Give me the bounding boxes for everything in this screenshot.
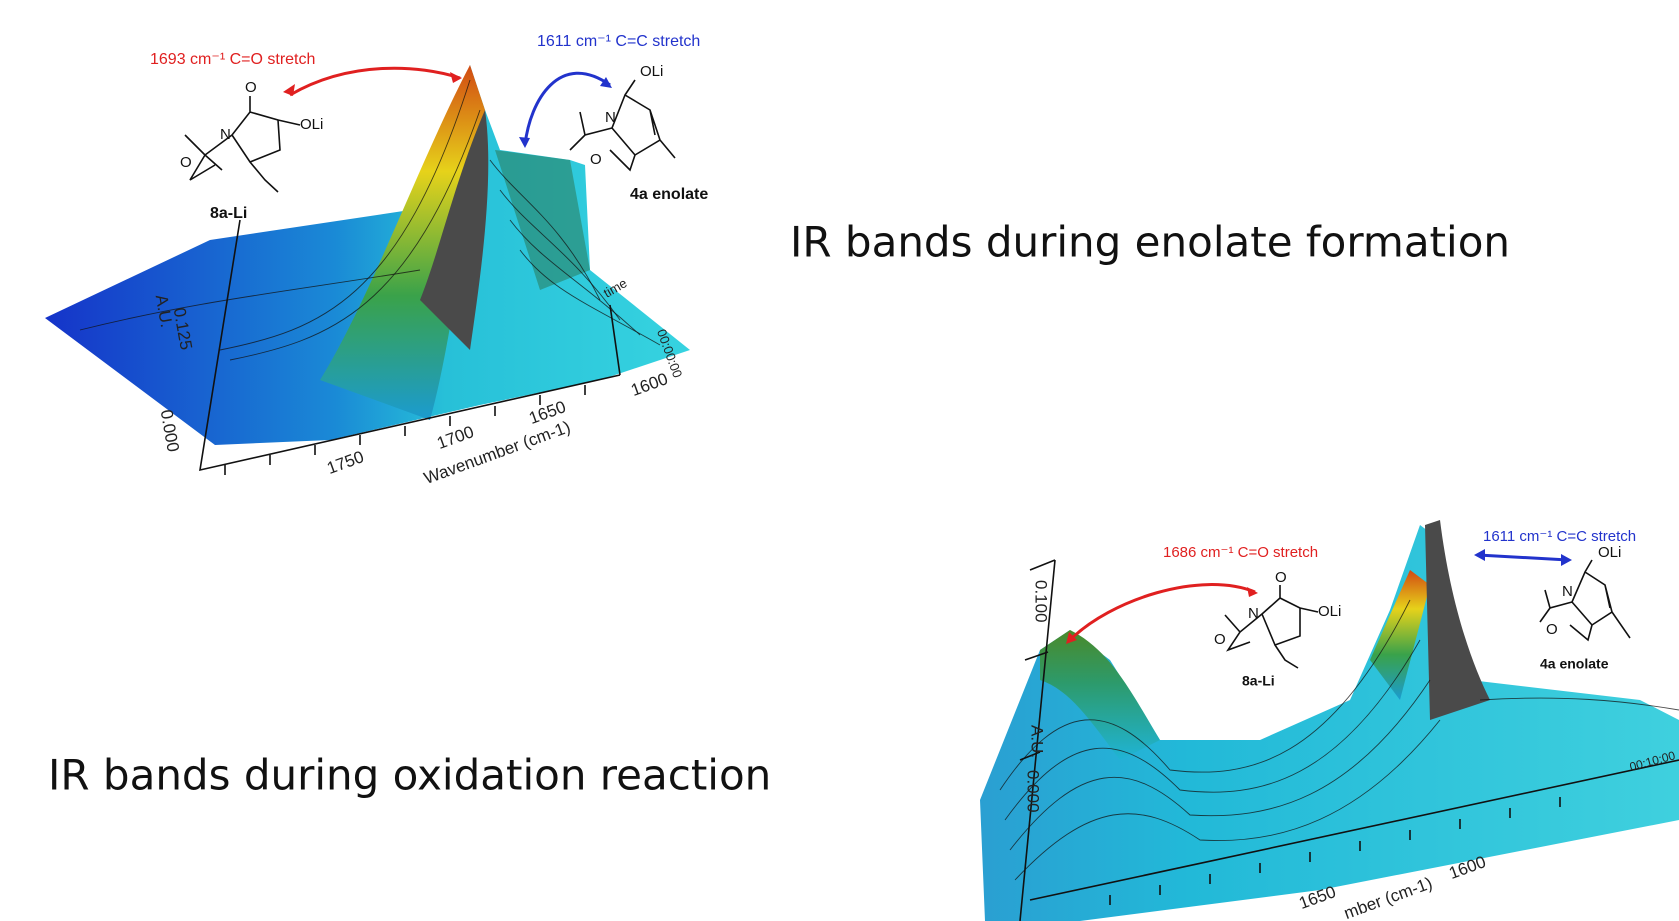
decoration xyxy=(999,599,1411,791)
x-tick-label: 1700 xyxy=(434,422,476,453)
cc-label: 1611 cm⁻¹ C=C stretch xyxy=(1483,528,1636,545)
decoration xyxy=(1479,697,1679,711)
decoration xyxy=(569,79,676,172)
atom: OLi xyxy=(1598,544,1621,561)
decoration xyxy=(1009,679,1431,851)
decoration xyxy=(489,159,601,301)
co-label: 1686 cm⁻¹ C=O stretch xyxy=(1163,544,1318,561)
decoration xyxy=(184,96,301,193)
decoration xyxy=(499,189,621,321)
caption: IR bands during enolate formation xyxy=(790,218,1510,267)
atom: N xyxy=(605,109,616,126)
decoration xyxy=(519,249,661,346)
ridges xyxy=(79,79,661,361)
decoration xyxy=(229,109,481,361)
atom: O xyxy=(180,154,192,171)
decoration xyxy=(609,304,621,376)
ridges xyxy=(999,599,1679,881)
decoration xyxy=(519,77,612,148)
decoration xyxy=(1004,639,1421,821)
co-label: 1693 cm⁻¹ C=O stretch xyxy=(150,51,315,68)
decoration xyxy=(1539,559,1631,642)
molecule-left: O N O OLi xyxy=(1214,569,1341,669)
y-tick-label: 0.100 xyxy=(1032,580,1051,623)
decoration xyxy=(1019,559,1056,921)
peak-shadow xyxy=(1425,520,1490,720)
ticks xyxy=(224,385,586,475)
decoration xyxy=(199,219,621,472)
decoration xyxy=(1029,759,1679,901)
atom: O xyxy=(1546,621,1558,638)
molecule-right: OLi N O xyxy=(1539,544,1631,642)
atom: OLi xyxy=(1318,603,1341,620)
molecule-right: OLi N O xyxy=(569,63,676,172)
hump xyxy=(1040,630,1160,760)
decoration xyxy=(224,385,586,475)
cc-label: 1611 cm⁻¹ C=C stretch xyxy=(537,33,700,50)
compound-label: 4a enolate xyxy=(1540,656,1609,672)
atom: OLi xyxy=(300,116,323,133)
figure-oxidation: 0.100 A.U. 0.000 1650 1600 mber (cm-1) 0… xyxy=(980,520,1679,921)
x-axis-label: Wavenumber (cm-1) xyxy=(421,417,572,488)
x-tick-label: 1600 xyxy=(628,369,670,400)
surface xyxy=(980,525,1679,921)
atom: OLi xyxy=(640,63,663,80)
decoration xyxy=(1066,587,1258,644)
atom: N xyxy=(220,126,231,143)
decoration xyxy=(219,79,471,351)
y-tick-label: 0.000 xyxy=(1024,770,1043,813)
compound-label: 8a-Li xyxy=(210,205,247,222)
peak-shadow xyxy=(420,110,489,350)
caption: IR bands during oxidation reaction xyxy=(48,751,771,800)
atom: O xyxy=(1214,631,1226,648)
decoration xyxy=(523,71,611,146)
atom: O xyxy=(245,79,257,96)
decoration xyxy=(509,219,641,336)
atom: O xyxy=(590,151,602,168)
decoration xyxy=(1109,797,1561,905)
molecule-left: O N O OLi xyxy=(180,79,323,193)
atom: O xyxy=(1275,569,1287,586)
compound-label: 4a enolate xyxy=(630,186,708,203)
y-axis-label: A.U. xyxy=(1028,725,1047,758)
decoration xyxy=(289,66,461,97)
decoration xyxy=(79,269,421,331)
atom: N xyxy=(1248,605,1259,622)
decoration xyxy=(1477,553,1569,562)
x-tick-label: 1750 xyxy=(324,447,366,478)
decoration xyxy=(1474,549,1572,566)
peak xyxy=(1370,570,1430,700)
figure-enolate: 0.125 A.U. 0.000 1750 1700 1650 1600 Wav… xyxy=(45,33,708,488)
decoration xyxy=(1224,585,1319,669)
plateau xyxy=(495,150,590,290)
decoration xyxy=(1019,559,1056,761)
decoration xyxy=(1068,583,1256,642)
compound-label: 8a-Li xyxy=(1242,673,1275,689)
decoration xyxy=(1014,719,1441,881)
atom: N xyxy=(1562,583,1573,600)
